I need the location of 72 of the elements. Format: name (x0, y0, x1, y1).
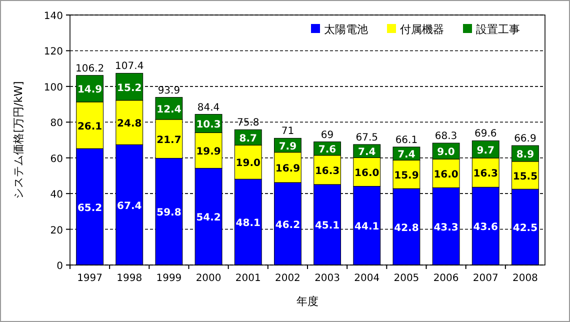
data-label: 7.4 (358, 147, 376, 158)
total-label: 107.4 (115, 61, 144, 72)
total-label: 69.6 (474, 128, 497, 140)
data-label: 8.9 (516, 149, 534, 160)
data-label: 16.0 (434, 169, 458, 180)
x-tick-label: 2007 (472, 273, 498, 284)
total-label: 71 (281, 126, 294, 138)
data-label: 43.6 (473, 222, 498, 234)
data-label: 15.5 (512, 171, 538, 182)
x-tick-label: 1997 (77, 273, 103, 284)
data-label: 43.3 (434, 222, 458, 234)
data-label: 12.4 (156, 104, 182, 116)
total-label: 67.5 (356, 132, 378, 144)
total-label: 66.9 (514, 134, 536, 145)
data-label: 59.8 (156, 208, 182, 219)
data-label: 15.9 (394, 170, 419, 182)
data-label: 8.7 (239, 133, 258, 144)
y-tick-label: 120 (44, 46, 63, 58)
y-tick-label: 80 (50, 118, 63, 130)
total-label: 75.8 (236, 118, 260, 129)
total-label: 106.2 (75, 63, 104, 74)
data-label: 44.1 (354, 222, 380, 233)
legend-label: 設置工事 (476, 23, 520, 36)
x-tick-label: 2006 (433, 273, 459, 284)
x-tick-label: 2008 (512, 273, 538, 284)
x-tick-label: 2000 (196, 273, 222, 284)
data-label: 45.1 (314, 220, 340, 232)
data-label: 24.8 (117, 118, 142, 130)
data-label: 21.7 (156, 134, 182, 146)
x-tick-label: 2005 (394, 273, 420, 284)
x-tick-label: 1998 (116, 273, 142, 284)
y-tick-label: 140 (44, 11, 63, 22)
data-label: 48.1 (236, 218, 260, 230)
y-tick-label: 100 (44, 82, 63, 94)
total-label: 66.1 (395, 134, 418, 146)
data-label: 7.4 (398, 150, 416, 161)
x-tick-label: 2004 (354, 273, 380, 284)
x-tick-label: 1999 (156, 273, 182, 284)
data-label: 67.4 (117, 200, 142, 212)
data-label: 46.2 (275, 220, 300, 231)
y-tick-label: 60 (50, 154, 63, 165)
legend-label: 付属機器 (400, 23, 444, 36)
data-label: 19.9 (196, 146, 221, 158)
y-tick-label: 0 (56, 261, 63, 272)
legend-label: 太陽電池 (324, 23, 368, 36)
total-label: 69 (320, 130, 334, 141)
data-label: 16.0 (354, 168, 380, 179)
data-label: 7.9 (278, 141, 297, 152)
x-tick-label: 2001 (235, 273, 261, 284)
data-label: 42.8 (394, 222, 419, 234)
data-label: 54.2 (196, 212, 221, 224)
x-axis-title: 年度 (296, 295, 318, 308)
data-label: 16.3 (473, 168, 498, 180)
data-label: 16.9 (275, 163, 300, 174)
data-label: 10.3 (196, 119, 221, 130)
data-label: 15.2 (117, 82, 142, 94)
data-label: 9.7 (476, 145, 495, 156)
y-axis-title: システム価格[万円/kW] (12, 81, 25, 199)
total-label: 68.3 (434, 131, 458, 142)
total-label: 84.4 (197, 102, 220, 114)
y-tick-label: 40 (50, 190, 63, 201)
x-tick-label: 2003 (314, 273, 340, 284)
data-label: 14.9 (77, 84, 102, 96)
data-label: 16.3 (314, 166, 340, 177)
data-label: 19.0 (236, 158, 260, 170)
y-tick-label: 20 (50, 225, 63, 236)
data-label: 9.0 (437, 147, 455, 158)
data-label: 7.6 (318, 144, 336, 156)
data-label: 26.1 (77, 121, 102, 132)
x-tick-label: 2002 (274, 273, 300, 284)
data-label: 42.5 (512, 223, 538, 234)
data-label: 65.2 (77, 202, 102, 214)
